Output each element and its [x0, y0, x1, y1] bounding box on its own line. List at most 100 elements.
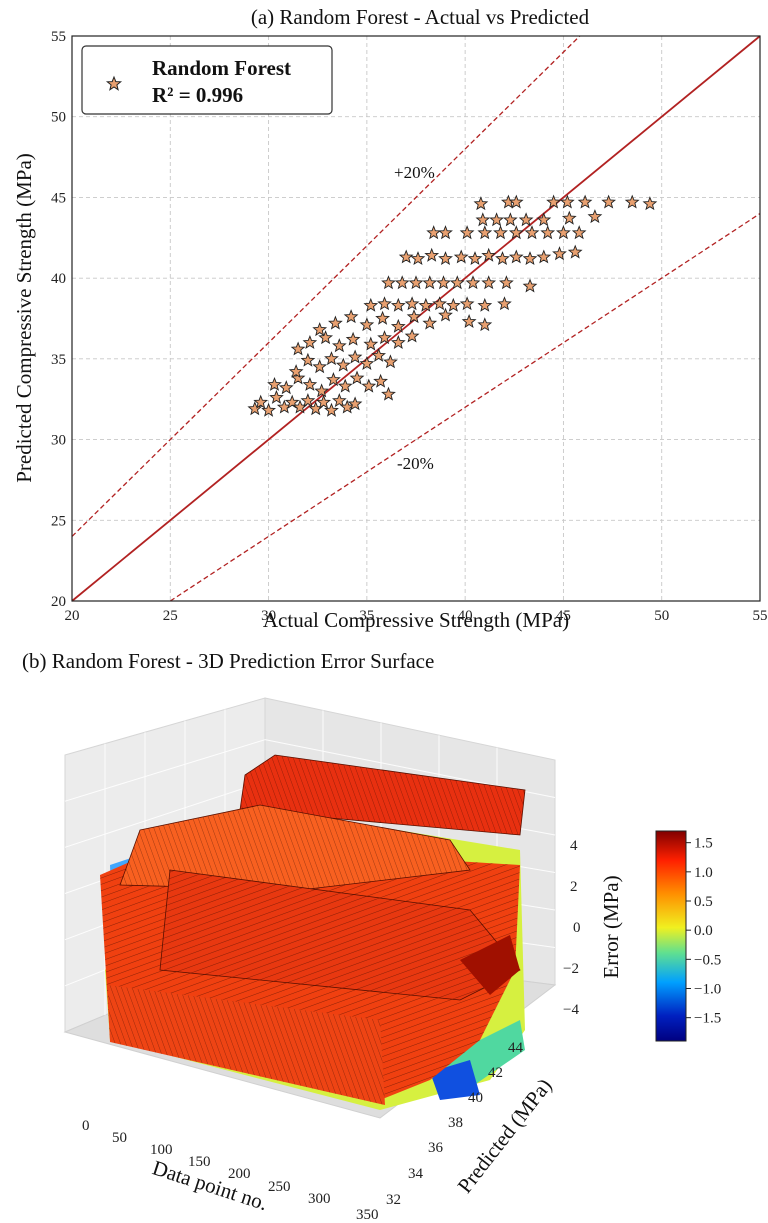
data-point — [465, 275, 481, 290]
pane-grid-line — [64, 739, 266, 802]
data-point — [332, 393, 347, 408]
data-point — [432, 296, 447, 311]
x-tick-label: 35 — [359, 608, 374, 624]
data-point — [477, 225, 493, 240]
y-tick-label: 50 — [51, 110, 66, 126]
y-tick: 44 — [508, 1040, 524, 1056]
data-point — [377, 330, 392, 345]
data-point — [381, 275, 396, 290]
data-point — [288, 364, 304, 378]
data-point — [477, 297, 493, 312]
data-point — [324, 351, 339, 366]
data-point — [418, 297, 434, 312]
x-tick-label: 25 — [163, 608, 178, 624]
bound-line — [71, 35, 581, 537]
data-point — [508, 194, 524, 209]
data-point — [312, 359, 328, 374]
x-tick-label: 55 — [753, 608, 768, 624]
data-point — [508, 225, 524, 240]
data-point — [481, 275, 497, 290]
y-tick-labels: 20 25 30 35 40 45 50 55 — [51, 29, 66, 610]
data-point — [375, 310, 390, 325]
data-point — [497, 296, 512, 311]
data-point — [438, 251, 453, 265]
data-point — [261, 402, 276, 417]
data-point — [522, 278, 538, 293]
data-point — [316, 394, 331, 409]
x-tick: 200 — [228, 1166, 251, 1182]
colorbar-ticks: 1.5 1.0 0.5 0.0 −0.5 −1.0 −1.5 — [686, 836, 721, 1027]
legend: Random Forest R² = 0.996 — [81, 45, 333, 115]
y-tick: 40 — [468, 1090, 483, 1106]
data-point — [335, 357, 351, 372]
data-point — [390, 318, 406, 333]
bound-line — [169, 213, 761, 602]
x-tick-label: 40 — [458, 608, 473, 624]
data-point — [363, 297, 379, 312]
data-point — [345, 331, 361, 346]
y-tick-label: 35 — [51, 352, 66, 368]
data-point — [555, 225, 571, 240]
annotation-minus-20: -20% — [397, 454, 434, 473]
data-point — [390, 334, 406, 350]
x-tick: 0 — [82, 1118, 90, 1134]
x-tick: 250 — [268, 1179, 291, 1195]
surface-front-lower-hatch — [108, 985, 385, 1105]
data-point — [461, 313, 477, 329]
data-point — [408, 275, 424, 290]
data-point — [552, 246, 567, 261]
legend-series-name: Random Forest — [152, 56, 291, 80]
data-point — [522, 251, 538, 265]
data-point — [459, 296, 475, 311]
data-point — [422, 275, 438, 290]
data-point — [601, 194, 616, 209]
scatter-chart: (a) Random Forest - Actual vs Predicted … — [12, 5, 768, 632]
data-point — [571, 225, 587, 240]
colorbar-tick-label: −0.5 — [694, 952, 721, 968]
data-point — [577, 194, 593, 209]
data-point — [536, 249, 552, 264]
data-point — [394, 275, 410, 290]
x-tick: 50 — [112, 1130, 127, 1146]
data-point — [410, 251, 426, 265]
y-tick: 36 — [428, 1140, 444, 1156]
data-point — [449, 275, 465, 290]
y-tick-label: 20 — [51, 594, 66, 610]
data-point — [383, 354, 398, 369]
data-point — [390, 297, 406, 312]
surface-title: (b) Random Forest - 3D Prediction Error … — [22, 649, 434, 673]
y-tick: 42 — [488, 1065, 503, 1081]
x-axis-ticks-3d: 0 50 100 150 200 250 300 350 — [82, 1118, 379, 1223]
y-tick-label: 40 — [51, 271, 66, 287]
data-point — [312, 322, 328, 337]
y-tick-label: 55 — [51, 29, 66, 45]
data-point — [247, 401, 263, 416]
colorbar-tick-label: 0.5 — [694, 894, 713, 910]
colorbar-tick-label: −1.0 — [694, 982, 721, 998]
z-tick: 0 — [573, 920, 581, 936]
data-point — [404, 328, 420, 343]
surface-dark-wedge — [460, 935, 520, 995]
data-point — [302, 376, 318, 391]
legend-star-marker — [105, 75, 123, 91]
data-point — [561, 210, 577, 225]
data-point — [318, 330, 334, 345]
data-point — [467, 251, 483, 265]
y-tick-label: 25 — [51, 513, 66, 529]
data-point — [438, 225, 453, 240]
y-axis-title: Predicted Compressive Strength (MPa) — [12, 153, 36, 483]
data-point — [253, 394, 269, 409]
data-point — [473, 196, 489, 211]
data-point — [422, 315, 438, 330]
data-point — [587, 209, 603, 224]
data-point — [493, 225, 508, 240]
scatter-frame — [71, 35, 761, 602]
x-tick: 150 — [188, 1154, 211, 1170]
data-point — [475, 212, 491, 227]
data-point — [377, 296, 392, 311]
y-axis-ticks-3d: 32 34 36 38 40 42 44 — [386, 1040, 524, 1208]
surface-z-axis-title: Error (MPa) — [599, 875, 623, 978]
surface-ridge-hatch — [160, 870, 520, 1000]
data-point — [436, 275, 451, 290]
x-tick-label: 30 — [261, 608, 276, 624]
